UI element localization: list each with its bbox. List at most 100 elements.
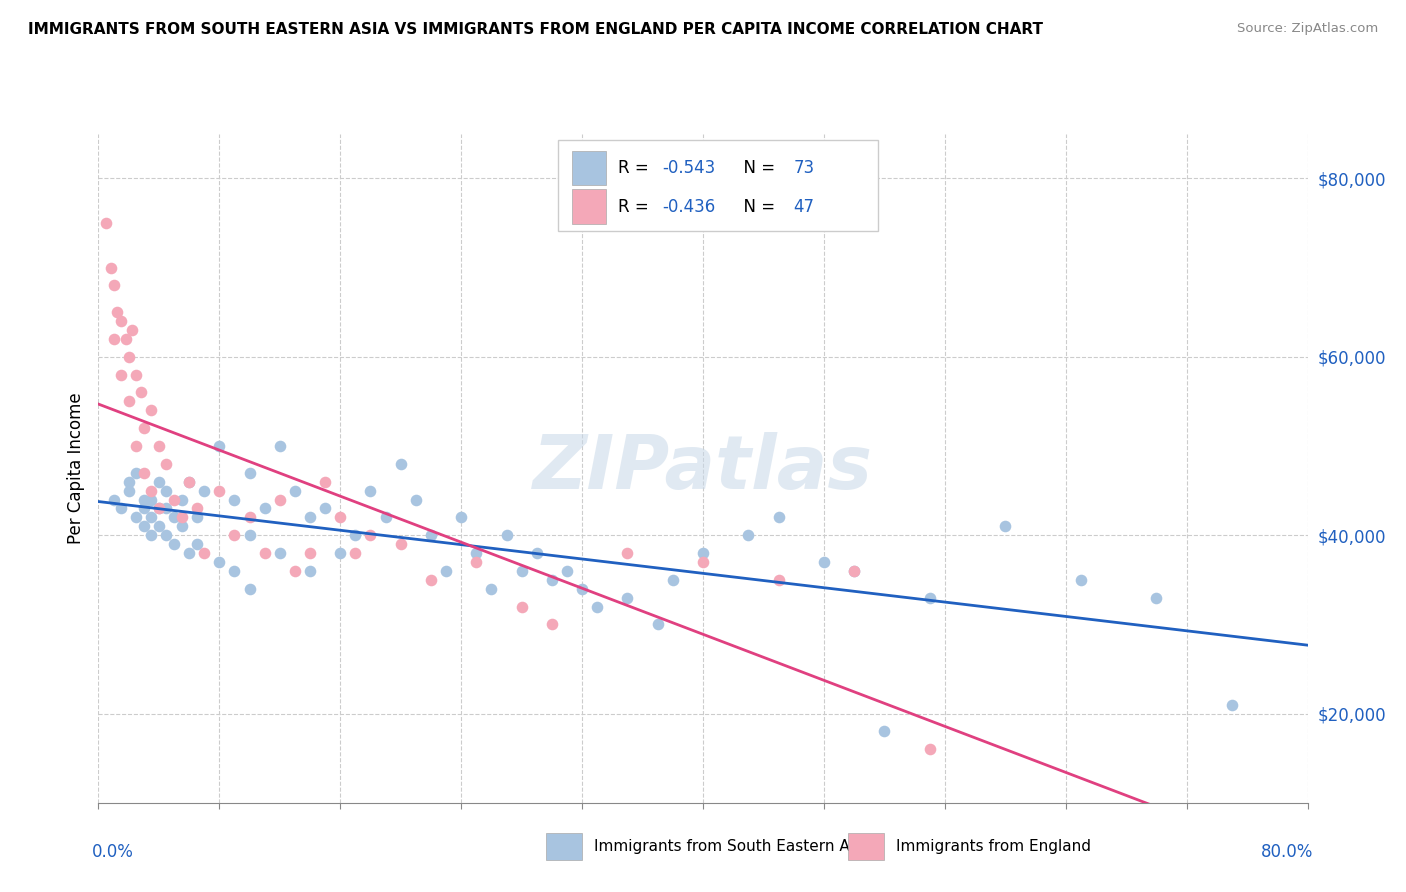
Point bbox=[269, 439, 291, 453]
Point bbox=[118, 475, 141, 489]
Point bbox=[329, 546, 352, 560]
Point bbox=[170, 492, 193, 507]
Point bbox=[239, 528, 262, 542]
Point bbox=[994, 519, 1017, 533]
Point bbox=[155, 528, 177, 542]
Point bbox=[170, 510, 193, 524]
Point bbox=[224, 528, 246, 542]
Point bbox=[540, 573, 562, 587]
Point bbox=[118, 483, 141, 498]
Point bbox=[737, 528, 759, 542]
Point bbox=[510, 599, 533, 614]
Point bbox=[419, 528, 441, 542]
Point bbox=[148, 501, 170, 516]
Point bbox=[1220, 698, 1243, 712]
Text: -0.543: -0.543 bbox=[662, 159, 716, 177]
Point bbox=[768, 573, 790, 587]
Point bbox=[155, 483, 177, 498]
Bar bbox=[572, 189, 606, 224]
Point bbox=[510, 564, 533, 578]
Bar bbox=[848, 833, 884, 860]
Point bbox=[555, 564, 578, 578]
Point bbox=[465, 546, 488, 560]
Point bbox=[1070, 573, 1092, 587]
Point bbox=[661, 573, 683, 587]
Bar bbox=[572, 151, 606, 186]
Point bbox=[110, 314, 132, 328]
Text: R =: R = bbox=[619, 198, 654, 216]
Point bbox=[132, 501, 155, 516]
Point bbox=[389, 537, 412, 551]
Point bbox=[873, 724, 896, 739]
Point bbox=[193, 483, 215, 498]
Point bbox=[692, 555, 714, 569]
Point bbox=[163, 510, 186, 524]
Bar bbox=[558, 141, 879, 231]
Point bbox=[813, 555, 835, 569]
Text: 0.0%: 0.0% bbox=[93, 843, 134, 861]
Point bbox=[208, 439, 231, 453]
Point bbox=[132, 519, 155, 533]
Point bbox=[208, 483, 231, 498]
Point bbox=[344, 528, 367, 542]
Point bbox=[208, 555, 231, 569]
Point bbox=[253, 501, 276, 516]
Text: N =: N = bbox=[734, 198, 780, 216]
Point bbox=[100, 260, 122, 275]
Point bbox=[129, 385, 152, 400]
Point bbox=[360, 483, 382, 498]
Point bbox=[110, 501, 132, 516]
Point bbox=[186, 510, 208, 524]
Point bbox=[918, 742, 941, 756]
Point bbox=[110, 368, 132, 382]
Point bbox=[141, 510, 163, 524]
Point bbox=[118, 350, 141, 364]
Point bbox=[141, 492, 163, 507]
Point bbox=[495, 528, 517, 542]
Point bbox=[193, 546, 215, 560]
Point bbox=[844, 564, 866, 578]
Point bbox=[114, 332, 136, 346]
Point bbox=[94, 216, 117, 230]
Point bbox=[526, 546, 548, 560]
Point bbox=[155, 457, 177, 471]
Text: R =: R = bbox=[619, 159, 654, 177]
Point bbox=[103, 492, 125, 507]
Point bbox=[329, 510, 352, 524]
Text: Immigrants from England: Immigrants from England bbox=[897, 838, 1091, 854]
Text: IMMIGRANTS FROM SOUTH EASTERN ASIA VS IMMIGRANTS FROM ENGLAND PER CAPITA INCOME : IMMIGRANTS FROM SOUTH EASTERN ASIA VS IM… bbox=[28, 22, 1043, 37]
Y-axis label: Per Capita Income: Per Capita Income bbox=[66, 392, 84, 544]
Point bbox=[284, 564, 307, 578]
Point bbox=[269, 492, 291, 507]
Point bbox=[177, 475, 201, 489]
Text: 80.0%: 80.0% bbox=[1261, 843, 1313, 861]
Point bbox=[692, 546, 714, 560]
Point bbox=[434, 564, 457, 578]
Point bbox=[269, 546, 291, 560]
Point bbox=[239, 510, 262, 524]
Point bbox=[125, 510, 148, 524]
Text: N =: N = bbox=[734, 159, 780, 177]
Point bbox=[299, 564, 322, 578]
Point bbox=[163, 492, 186, 507]
Point bbox=[170, 519, 193, 533]
Point bbox=[177, 475, 201, 489]
Point bbox=[148, 475, 170, 489]
Text: Immigrants from South Eastern Asia: Immigrants from South Eastern Asia bbox=[595, 838, 872, 854]
Point bbox=[239, 582, 262, 596]
Point bbox=[103, 278, 125, 293]
Point bbox=[103, 332, 125, 346]
Point bbox=[405, 492, 427, 507]
Point bbox=[155, 501, 177, 516]
Point bbox=[540, 617, 562, 632]
Point bbox=[148, 439, 170, 453]
Bar bbox=[546, 833, 582, 860]
Point bbox=[121, 323, 143, 337]
Point bbox=[132, 421, 155, 435]
Point bbox=[163, 537, 186, 551]
Point bbox=[465, 555, 488, 569]
Point bbox=[141, 528, 163, 542]
Point bbox=[419, 573, 441, 587]
Point bbox=[616, 591, 638, 605]
Point bbox=[177, 546, 201, 560]
